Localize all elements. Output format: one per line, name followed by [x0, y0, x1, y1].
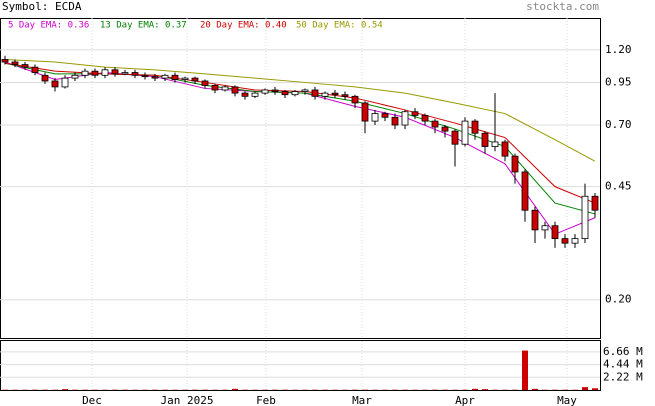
candle-body	[151, 76, 159, 79]
candle-body	[181, 77, 189, 80]
candle-body	[591, 195, 599, 211]
candle-body	[271, 89, 279, 92]
candle-body	[121, 72, 129, 75]
candle-body	[211, 85, 219, 91]
candle-body	[131, 72, 139, 76]
candle-body	[451, 130, 459, 145]
volume-bar	[582, 387, 588, 390]
volume-tick-label: 6.66 M	[603, 345, 643, 358]
volume-bar	[592, 388, 598, 390]
y-tick-label: 0.20	[605, 293, 632, 306]
candle-body	[311, 89, 319, 97]
legend-entry: 13 Day EMA: 0.37	[100, 21, 187, 31]
candle-body	[61, 77, 69, 88]
candle-body	[581, 195, 589, 240]
candle-body	[481, 132, 489, 147]
candle-body	[421, 115, 429, 122]
candle-body	[281, 91, 289, 96]
candle-body	[101, 69, 109, 76]
y-tick-label: 0.70	[605, 118, 632, 131]
chart-title: Symbol: ECDA	[2, 0, 82, 13]
candle-body	[261, 89, 269, 94]
volume-bar	[482, 389, 488, 390]
x-tick-label: Mar	[352, 394, 372, 406]
volume-bar	[62, 389, 68, 390]
candle-body	[1, 59, 9, 63]
candle-body	[51, 80, 59, 88]
legend-entry: 20 Day EMA: 0.40	[200, 21, 287, 31]
candle-body	[221, 86, 229, 91]
price-panel	[0, 18, 601, 339]
volume-bar	[472, 388, 478, 390]
y-tick-label: 0.45	[605, 180, 632, 193]
y-tick-label: 0.95	[605, 75, 632, 88]
candle-body	[91, 70, 99, 76]
candle-body	[401, 111, 409, 126]
candle-body	[71, 74, 79, 79]
candle-body	[321, 92, 329, 97]
candle-body	[251, 92, 259, 97]
candle-body	[391, 116, 399, 126]
candle-body	[491, 141, 499, 147]
candle-body	[561, 238, 569, 244]
volume-panel	[0, 340, 601, 391]
volume-bar	[232, 388, 238, 390]
candle-body	[81, 70, 89, 76]
candle-body	[531, 209, 539, 231]
candle-body	[21, 64, 29, 68]
candle-body	[331, 92, 339, 96]
candle-body	[521, 171, 529, 211]
candle-body	[161, 74, 169, 79]
source: stockta.com	[526, 0, 599, 13]
x-tick-label: May	[557, 394, 577, 406]
legend-entry: 5 Day EMA: 0.36	[8, 21, 89, 31]
candle-body	[341, 94, 349, 97]
candle-body	[371, 113, 379, 122]
volume-tick-label: 2.22 M	[603, 370, 643, 383]
x-tick-label: Dec	[82, 394, 102, 406]
candle-body	[171, 74, 179, 80]
candle-body	[201, 80, 209, 86]
candle-body	[441, 126, 449, 132]
candle-body	[191, 77, 199, 82]
candle-body	[461, 120, 469, 145]
x-tick-label: Feb	[256, 394, 276, 406]
volume-bar	[532, 388, 538, 390]
candle-body	[431, 120, 439, 128]
candle-body	[241, 92, 249, 97]
candle-body	[381, 113, 389, 118]
volume-tick-label: 4.44 M	[603, 358, 643, 371]
candle-body	[301, 89, 309, 92]
candle-body	[351, 95, 359, 104]
candle-body	[511, 155, 519, 173]
candle-body	[551, 225, 559, 240]
candle-body	[11, 61, 19, 65]
x-tick-label: Jan 2025	[161, 394, 214, 406]
candle-body	[541, 225, 549, 231]
candle-body	[141, 74, 149, 78]
candle-body	[111, 69, 119, 75]
candle-body	[41, 74, 49, 82]
volume-bar	[522, 350, 528, 390]
candle-body	[291, 91, 299, 96]
candle-body	[361, 102, 369, 122]
ema-line	[4, 62, 596, 204]
candle-body	[471, 120, 479, 134]
legend-entry: 50 Day EMA: 0.54	[296, 21, 383, 31]
x-tick-label: Apr	[455, 394, 475, 406]
candle-body	[31, 66, 39, 73]
candle-body	[411, 111, 419, 116]
candle-body	[501, 141, 509, 157]
candle-body	[571, 238, 579, 244]
candle-body	[231, 86, 239, 94]
y-tick-label: 1.20	[605, 43, 632, 56]
